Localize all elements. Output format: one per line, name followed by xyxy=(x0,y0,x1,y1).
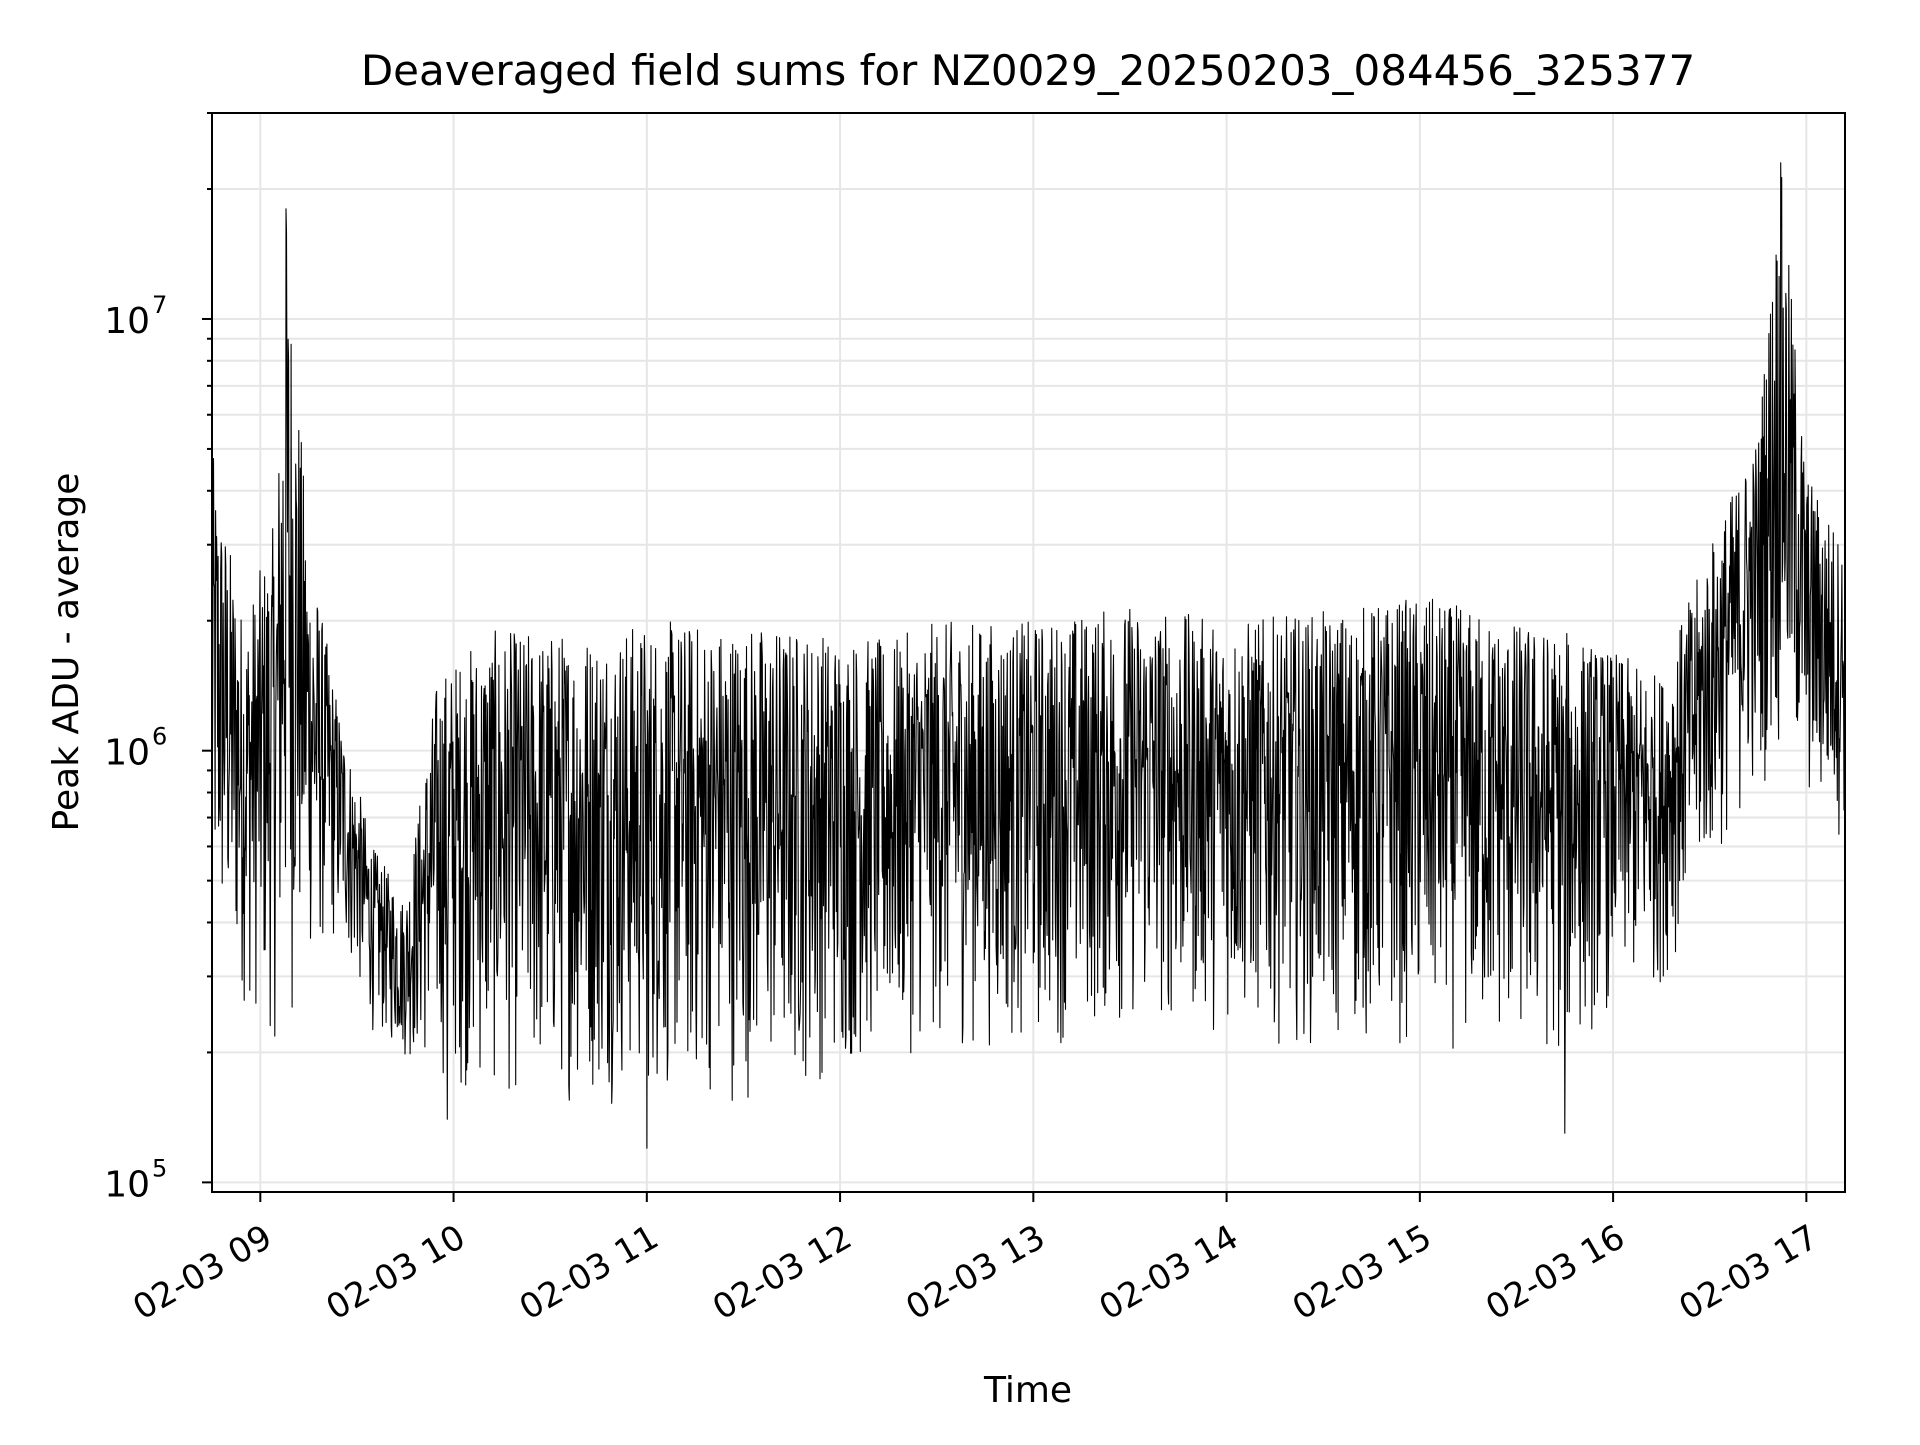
series-line xyxy=(211,162,1846,1149)
x-axis-label: Time xyxy=(983,1370,1072,1411)
y-axis-label: Peak ADU - average xyxy=(46,473,87,832)
grid-layer xyxy=(212,112,1845,1192)
y-tick-exponent: 6 xyxy=(152,723,167,751)
axes-frame xyxy=(211,112,1846,1193)
y-tick-exponent: 7 xyxy=(152,291,167,319)
y-tick-exponent: 5 xyxy=(152,1154,167,1182)
y-tick-label: 10 xyxy=(104,733,150,774)
y-tick-label: 10 xyxy=(104,1164,150,1205)
y-tick-label: 10 xyxy=(104,301,150,342)
chart-title: Deaveraged field sums for NZ0029_2025020… xyxy=(361,46,1695,95)
